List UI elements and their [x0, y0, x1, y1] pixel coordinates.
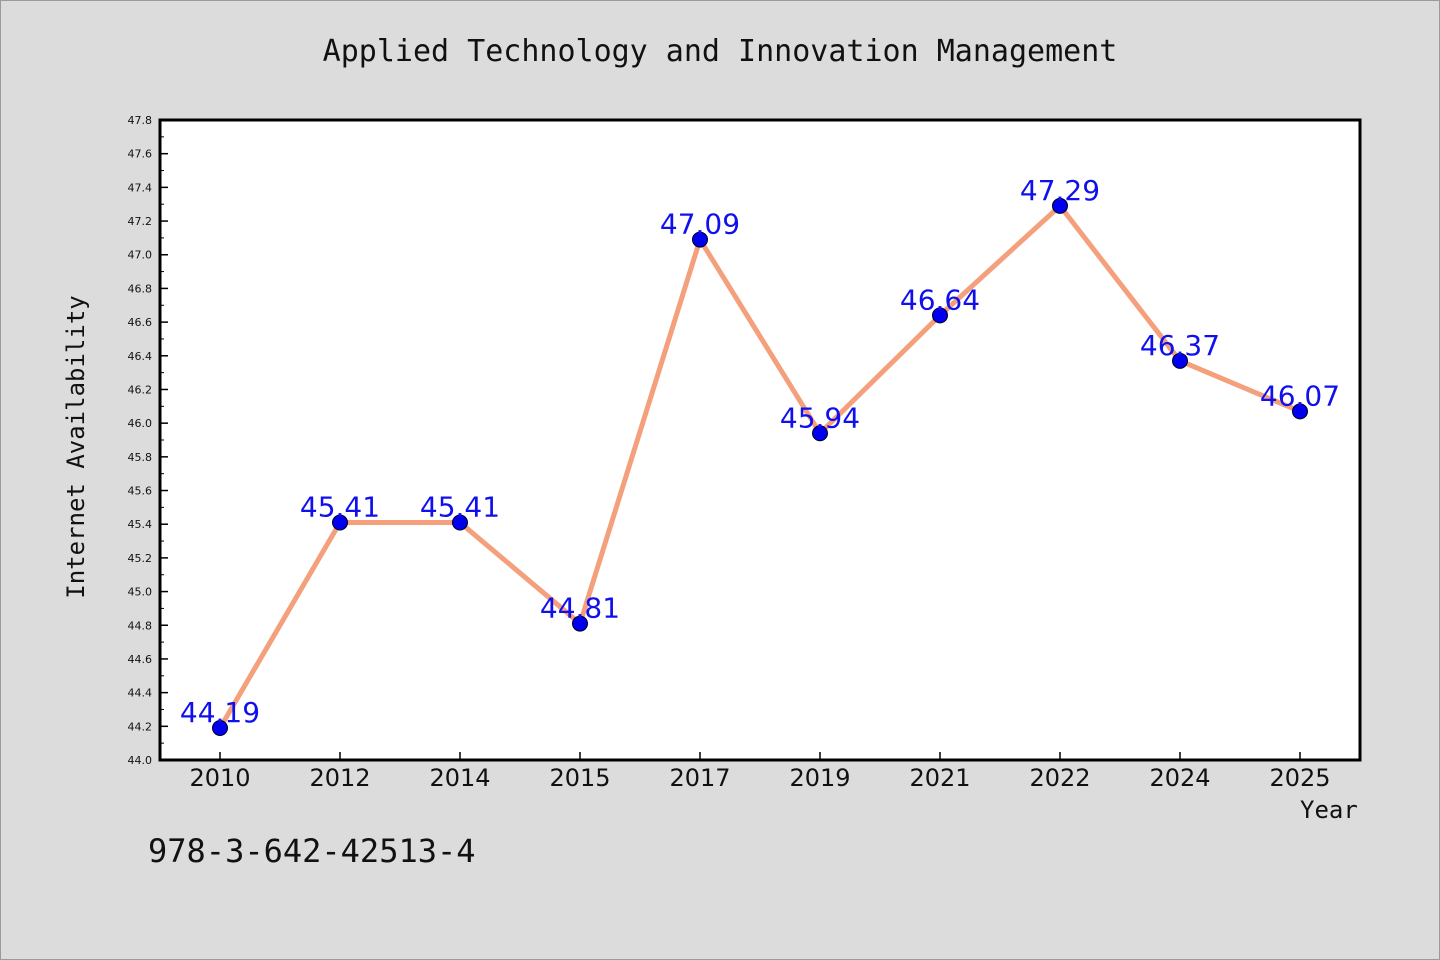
y-tick-label: 46.8 [128, 282, 153, 295]
data-label: 47.09 [660, 208, 740, 241]
y-tick-label: 47.8 [128, 114, 153, 127]
chart-title: Applied Technology and Innovation Manage… [322, 34, 1118, 69]
y-tick-label: 47.6 [128, 148, 153, 161]
plot-area [158, 118, 1362, 762]
y-tick-label: 45.6 [128, 485, 153, 498]
data-point [572, 615, 588, 632]
x-tick-label: 2014 [429, 764, 490, 792]
data-label: 46.07 [1260, 379, 1340, 412]
data-point [812, 425, 828, 442]
data-point [332, 514, 348, 531]
data-point [1052, 197, 1068, 214]
data-label: 45.94 [780, 401, 860, 434]
isbn-text: 978-3-642-42513-4 [148, 832, 476, 870]
x-tick-label: 2021 [909, 764, 970, 792]
data-label: 45.41 [300, 491, 380, 524]
y-tick-label: 46.0 [128, 417, 153, 430]
y-tick-label: 45.2 [128, 552, 153, 565]
data-point [212, 720, 228, 736]
y-tick-label: 45.4 [128, 518, 153, 531]
y-tick-label: 45.8 [128, 451, 153, 464]
data-point [452, 514, 468, 531]
x-tick-label: 2025 [1269, 764, 1330, 792]
series-group [212, 197, 1308, 736]
x-axis-label: Year [1300, 796, 1358, 824]
y-tick-label: 44.8 [128, 619, 153, 632]
y-tick-label: 45.0 [128, 586, 153, 599]
x-axis: 2010 2012 2014 2015 2017 2019 2021 2022 2024 2025 [189, 752, 1331, 792]
y-tick-label: 46.2 [128, 383, 153, 396]
y-tick-label: 44.4 [128, 687, 153, 700]
data-point [692, 231, 708, 248]
y-tick-label: 47.0 [128, 249, 153, 262]
data-label: 47.29 [1020, 174, 1100, 207]
data-label: 46.37 [1140, 329, 1220, 362]
y-tick-label: 44.6 [128, 653, 153, 666]
y-tick-label: 46.6 [128, 316, 153, 329]
data-label: 45.41 [420, 491, 500, 524]
y-tick-label: 44.0 [128, 754, 153, 767]
y-tick-label: 47.2 [128, 215, 153, 228]
y-tick-label: 46.4 [128, 350, 153, 363]
x-tick-label: 2019 [789, 764, 850, 792]
series-line [217, 203, 1303, 731]
y-tick-label: 44.2 [128, 720, 153, 733]
x-tick-label: 2012 [309, 764, 370, 792]
data-point [1172, 352, 1188, 369]
data-point [1292, 403, 1308, 420]
y-axis: 44.0 44.2 44.4 44.6 44.8 45.0 45.2 45.4 45.6 45.8… [128, 114, 168, 767]
data-label: 44.81 [540, 592, 620, 625]
data-label: 46.64 [900, 283, 980, 316]
x-tick-label: 2015 [549, 764, 610, 792]
x-tick-label: 2017 [669, 764, 730, 792]
x-tick-label: 2010 [189, 764, 250, 792]
data-label-group: 44.19 45.41 45.41 44.81 47.09 45.94 46.64 47.29… [180, 174, 1340, 729]
x-tick-label: 2024 [1149, 764, 1210, 792]
x-tick-label: 2022 [1029, 764, 1090, 792]
y-tick-label: 47.4 [128, 181, 153, 194]
data-point [932, 307, 948, 324]
data-label: 44.19 [180, 696, 260, 729]
